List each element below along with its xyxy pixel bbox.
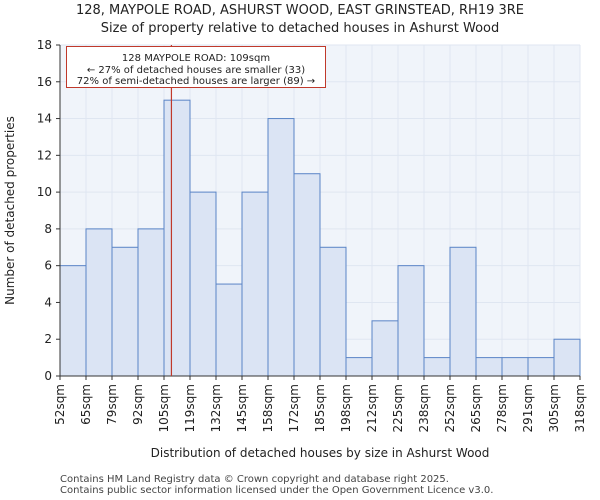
x-tick-label: 185sqm <box>313 384 327 432</box>
y-tick-label: 10 <box>37 185 52 199</box>
histogram-bar <box>215 283 243 377</box>
histogram-bar <box>345 357 373 377</box>
x-tick-label: 52sqm <box>53 384 67 425</box>
x-tick-label: 79sqm <box>105 384 119 425</box>
x-tick-label: 238sqm <box>417 384 431 432</box>
histogram-bar <box>527 357 555 377</box>
histogram-bar <box>85 228 113 377</box>
x-tick-label: 252sqm <box>443 384 457 432</box>
x-tick-label: 305sqm <box>547 384 561 432</box>
histogram-bar <box>163 99 191 377</box>
histogram-bar <box>449 246 477 377</box>
x-tick-label: 291sqm <box>521 384 535 432</box>
histogram-bar <box>137 228 165 377</box>
y-tick-label: 0 <box>44 369 52 383</box>
histogram-bar <box>293 173 321 377</box>
x-tick-label: 65sqm <box>79 384 93 425</box>
x-tick-label: 225sqm <box>391 384 405 432</box>
y-tick-label: 18 <box>37 38 52 52</box>
x-tick-label: 318sqm <box>573 384 587 432</box>
histogram-bar <box>267 118 295 377</box>
y-axis-label: Number of detached properties <box>3 116 17 305</box>
y-tick-label: 8 <box>44 222 52 236</box>
histogram-bar <box>319 246 347 377</box>
x-tick-label: 105sqm <box>157 384 171 432</box>
histogram-bar <box>475 357 503 377</box>
histogram-bar <box>59 265 87 377</box>
x-tick-label: 172sqm <box>287 384 301 432</box>
annotation-line-3: 72% of semi-detached houses are larger (… <box>76 76 316 87</box>
y-tick-label: 2 <box>44 332 52 346</box>
x-tick-label: 198sqm <box>339 384 353 432</box>
annotation-line-1: 128 MAYPOLE ROAD: 109sqm <box>121 53 271 64</box>
y-tick-label: 14 <box>37 112 52 126</box>
y-tick-label: 4 <box>44 295 52 309</box>
x-tick-label: 119sqm <box>183 384 197 432</box>
histogram-bar <box>553 338 581 377</box>
y-tick-label: 6 <box>44 259 52 273</box>
histogram-bar <box>397 265 425 377</box>
histogram-bar <box>111 246 139 377</box>
x-tick-label: 265sqm <box>469 384 483 432</box>
chart-subtitle: Size of property relative to detached ho… <box>100 21 500 36</box>
property-annotation: 128 MAYPOLE ROAD: 109sqm ← 27% of detach… <box>66 46 326 88</box>
x-tick-label: 132sqm <box>209 384 223 432</box>
y-tick-label: 16 <box>37 75 52 89</box>
x-tick-label: 145sqm <box>235 384 249 432</box>
histogram-bar <box>241 191 269 377</box>
x-axis-label: Distribution of detached houses by size … <box>151 446 490 460</box>
histogram-bar <box>371 320 399 377</box>
footer-licence: Contains public sector information licen… <box>60 485 494 496</box>
histogram-bar <box>501 357 529 377</box>
histogram-bar <box>189 191 217 377</box>
histogram-bar <box>423 357 451 377</box>
x-tick-label: 158sqm <box>261 384 275 432</box>
chart-title: 128, MAYPOLE ROAD, ASHURST WOOD, EAST GR… <box>75 3 525 18</box>
x-tick-label: 212sqm <box>365 384 379 432</box>
x-tick-label: 278sqm <box>495 384 509 432</box>
y-tick-label: 12 <box>37 148 52 162</box>
annotation-line-2: ← 27% of detached houses are smaller (33… <box>86 64 306 76</box>
footer-copyright: Contains HM Land Registry data © Crown c… <box>60 474 449 485</box>
x-tick-label: 92sqm <box>131 384 145 425</box>
